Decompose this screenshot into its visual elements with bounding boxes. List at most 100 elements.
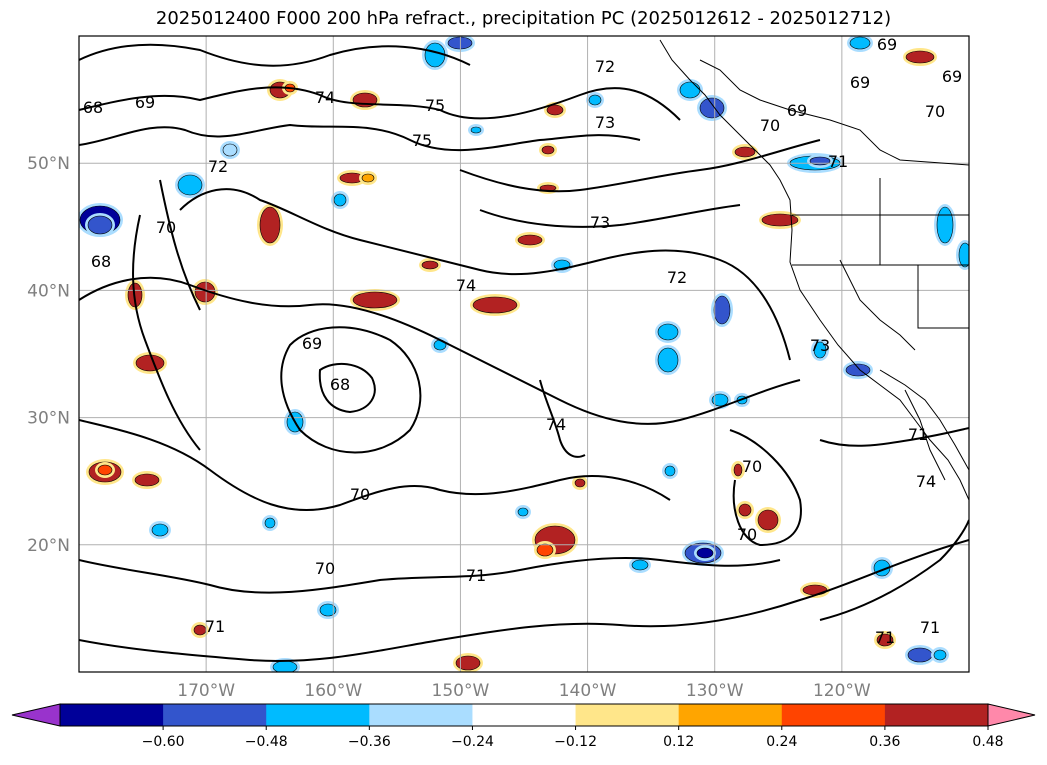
precipitation-anomaly-core	[657, 347, 679, 373]
precipitation-anomaly-core	[517, 234, 543, 246]
precipitation-anomaly-core	[738, 503, 752, 517]
longitude-tick-label: 130°W	[686, 681, 744, 701]
contour-label: 70	[737, 525, 757, 544]
contour-label: 73	[810, 336, 830, 355]
precipitation-field	[79, 36, 969, 672]
latitude-tick-label: 30°N	[27, 409, 70, 429]
precipitation-anomaly-core	[222, 143, 238, 157]
colorbar-outline	[59, 703, 989, 727]
colorbar-extend-min	[11, 703, 61, 727]
colorbar-segment	[163, 704, 267, 726]
contour-label: 70	[760, 116, 780, 135]
latitude-tick-labels: 50°N 40°N 30°N 20°N	[27, 154, 70, 556]
precipitation-anomaly-core	[134, 473, 160, 487]
precipitation-anomaly-core	[517, 507, 529, 517]
precipitation-anomaly-core	[470, 126, 482, 134]
precipitation-anomaly-core	[259, 206, 281, 244]
precipitation-anomaly-core	[135, 354, 165, 372]
map-gridlines	[79, 36, 969, 672]
precipitation-anomaly-core	[361, 173, 375, 183]
colorbar-tick-label: −0.12	[554, 734, 597, 750]
precipitation-anomaly-core	[87, 215, 113, 235]
colorbar-tick-label: 0.12	[663, 734, 694, 750]
colorbar-tick-label: −0.36	[348, 734, 391, 750]
contour-label: 72	[208, 157, 228, 176]
colorbar-segment	[266, 704, 370, 726]
contour-label: 69	[135, 93, 155, 112]
contour-label: 68	[83, 98, 103, 117]
precipitation-anomaly-core	[97, 464, 113, 476]
precipitation-anomaly-core	[151, 523, 169, 537]
colorbar-tick-label: −0.60	[142, 734, 185, 750]
contour-label: 75	[412, 131, 432, 150]
longitude-tick-labels: 170°W 160°W 150°W 140°W 130°W 120°W	[177, 681, 871, 701]
precipitation-anomaly-core	[631, 559, 649, 571]
colorbar-tick-label: 0.48	[972, 734, 1003, 750]
precipitation-anomaly-core	[734, 146, 756, 158]
colorbar-tick-label: 0.36	[869, 734, 900, 750]
contour-label: 69	[877, 35, 897, 54]
precipitation-anomaly-core	[664, 465, 676, 477]
precipitation-anomaly-core	[421, 260, 439, 270]
precipitation-anomaly-core	[936, 206, 954, 244]
contour-label: 75	[425, 96, 445, 115]
longitude-tick-label: 160°W	[304, 681, 362, 701]
colorbar-tick-label: 0.24	[766, 734, 797, 750]
contour-label: 72	[667, 268, 687, 287]
precipitation-anomaly-core	[574, 478, 586, 488]
precipitation-anomaly-core	[177, 174, 203, 196]
contour-label: 68	[330, 375, 350, 394]
precipitation-anomaly-core	[696, 547, 714, 559]
precipitation-anomaly-core	[876, 633, 894, 647]
precipitation-anomaly-core	[711, 393, 729, 407]
refractivity-contours	[79, 43, 969, 662]
contour-label: 74	[456, 276, 476, 295]
contour-label: 71	[908, 425, 928, 444]
latitude-tick-label: 20°N	[27, 536, 70, 556]
precipitation-anomaly-core	[352, 291, 398, 309]
colorbar-extend-max	[987, 703, 1036, 727]
precipitation-anomaly-core	[424, 42, 446, 68]
contour-label: 74	[315, 88, 335, 107]
contour-labels: 68 69 74 75 72 73 75 70 69 71 72 70 73 74 72 69 68 70 74 73…	[83, 35, 962, 647]
precipitation-anomaly-core	[272, 660, 298, 672]
longitude-tick-label: 120°W	[813, 681, 871, 701]
precipitation-anomaly-core	[933, 649, 947, 661]
colorbar-segment	[678, 704, 783, 726]
precipitation-anomaly-core	[849, 36, 871, 50]
contour-label: 71	[920, 618, 940, 637]
precipitation-anomaly-core	[333, 193, 347, 207]
precipitation-anomaly-core	[813, 341, 827, 359]
precipitation-anomaly-core	[761, 213, 799, 227]
contour-label: 69	[850, 73, 870, 92]
precipitation-anomaly-core	[905, 50, 935, 64]
precipitation-anomaly-core	[958, 242, 969, 268]
precipitation-anomaly-core	[541, 145, 555, 155]
contour-label: 71	[828, 152, 848, 171]
contour-label: 69	[787, 101, 807, 120]
coastline	[659, 39, 969, 501]
contour-label: 71	[466, 566, 486, 585]
colorbar-tick-label: −0.24	[451, 734, 494, 750]
contour-label: 69	[942, 67, 962, 86]
precipitation-anomaly-core	[319, 603, 337, 617]
precipitation-anomaly-core	[588, 94, 602, 106]
contour-label: 69	[302, 334, 322, 353]
precipitation-anomaly-core	[907, 647, 933, 663]
precipitation-anomaly-core	[802, 584, 828, 596]
colorbar-segment	[472, 704, 577, 726]
colorbar-segment	[575, 704, 680, 726]
precipitation-anomaly-core	[679, 81, 701, 99]
colorbar-tick-label: −0.48	[245, 734, 288, 750]
contour-label: 70	[350, 485, 370, 504]
latitude-tick-label: 40°N	[27, 281, 70, 301]
contour-label: 71	[875, 628, 895, 647]
contour-label: 70	[315, 559, 335, 578]
longitude-tick-label: 150°W	[432, 681, 490, 701]
colorbar-segment	[884, 704, 989, 726]
precipitation-anomaly-core	[713, 295, 731, 325]
contour-label: 70	[925, 102, 945, 121]
contour-label: 73	[595, 113, 615, 132]
contour-label: 73	[590, 213, 610, 232]
